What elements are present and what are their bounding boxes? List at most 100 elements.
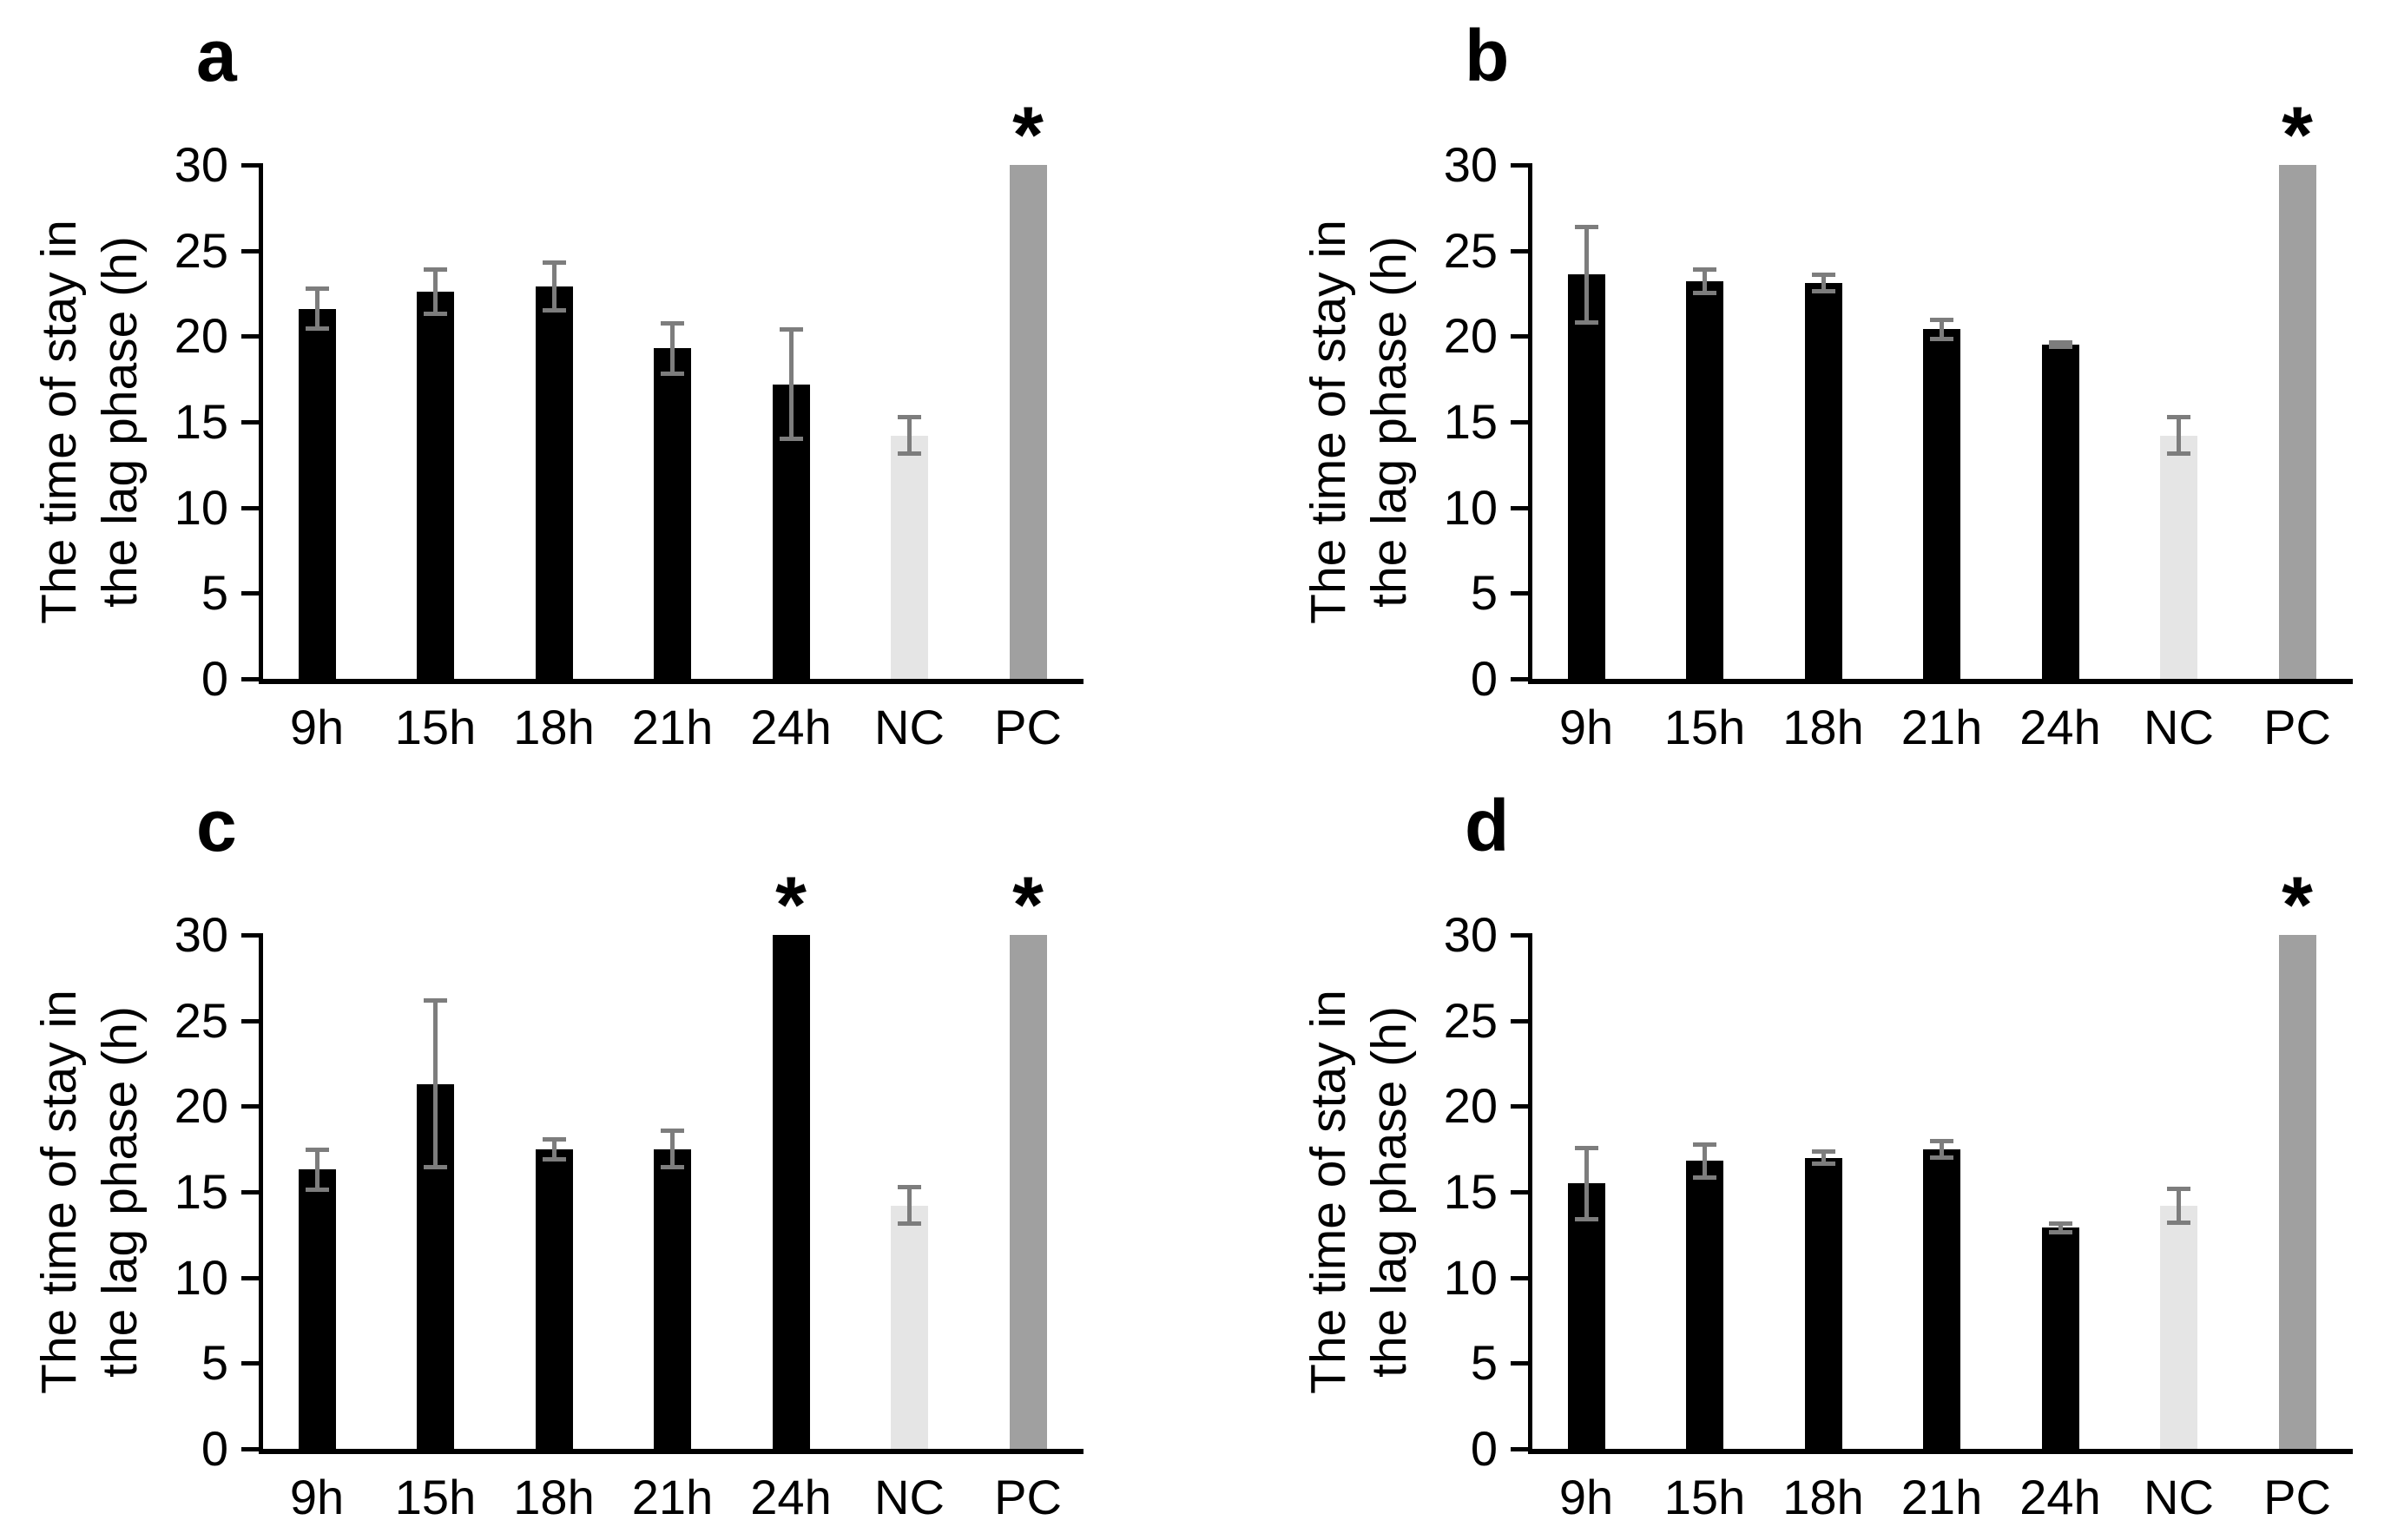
x-tick-label-9h: 9h: [1558, 1470, 1614, 1524]
y-tick-mark: [1511, 1018, 1532, 1023]
bar-9h: [298, 308, 336, 679]
bar-pc: [2278, 935, 2316, 1449]
error-bar-line: [551, 262, 557, 311]
panel-letter: d: [1465, 785, 1510, 866]
bar-pc: [1009, 165, 1047, 679]
y-tick-label: 25: [1443, 222, 1498, 278]
x-tick-label-pc: PC: [2263, 1470, 2331, 1524]
bar-21h: [1923, 1148, 1960, 1449]
x-tick-label-24h: 24h: [2019, 1470, 2101, 1524]
y-tick-mark: [241, 248, 263, 253]
x-tick-label-15h: 15h: [394, 700, 477, 754]
y-tick-mark: [1511, 933, 1532, 938]
bar-18h: [1804, 283, 1842, 679]
y-tick-mark: [241, 591, 263, 596]
y-tick-mark: [1511, 163, 1532, 168]
error-bar-line: [1584, 227, 1589, 323]
x-tick-label-nc: NC: [874, 1470, 945, 1524]
error-bar-cap-top: [2167, 415, 2190, 420]
error-bar-cap-bottom: [779, 436, 803, 441]
plot-area: 0 5 10 15 20 25 30 9h 15h 18h 21h 24h NC PC *: [1444, 95, 2353, 754]
x-tick-label-9h: 9h: [1558, 700, 1614, 754]
error-bar-cap-bottom: [1811, 1162, 1835, 1167]
bar-24h: [2041, 345, 2079, 679]
y-tick-label: 5: [1470, 565, 1498, 621]
error-bar-cap-bottom: [1574, 1216, 1598, 1221]
error-bar-line: [670, 322, 675, 374]
error-bar-cap-top: [1693, 1142, 1716, 1147]
plot-area: 0 5 10 15 20 25 30 9h 15h 18h 21h 24h NC PC *: [175, 95, 1084, 754]
error-bar-cap-top: [305, 1147, 329, 1152]
error-bar-cap-top: [424, 267, 447, 273]
bar-15h: [1686, 281, 1723, 679]
panel-letter: b: [1465, 15, 1510, 96]
y-axis-label-line1: The time of stay in: [31, 990, 87, 1394]
y-tick-label: 20: [1443, 308, 1498, 364]
y-tick-label: 30: [1443, 137, 1498, 192]
error-bar-cap-top: [1811, 1148, 1835, 1154]
x-tick-label-9h: 9h: [289, 1470, 345, 1524]
panel-letter: c: [196, 785, 237, 866]
bar-24h: [772, 935, 810, 1449]
y-tick-label: 20: [174, 308, 228, 364]
y-tick-label: 0: [1470, 651, 1498, 706]
plot-area: 0 5 10 15 20 25 30 9h 15h 18h 21h 24h NC PC *: [1444, 865, 2353, 1524]
y-tick-mark: [1511, 1104, 1532, 1109]
bar-9h: [1567, 1183, 1605, 1449]
x-tick-label-9h: 9h: [289, 700, 345, 754]
x-tick-label-pc: PC: [994, 1470, 1062, 1524]
error-bar-line: [433, 999, 438, 1168]
error-bar-line: [433, 269, 438, 314]
error-bar-cap-bottom: [898, 1221, 921, 1227]
error-bar-cap-top: [2048, 340, 2072, 346]
x-tick-label-pc: PC: [2263, 700, 2331, 754]
error-bar-line: [1940, 1140, 1944, 1158]
bar-pc: [1009, 935, 1047, 1449]
error-bar-cap-top: [305, 286, 329, 292]
panel-d: d The time of stay in the lag phase (h) …: [1196, 770, 2391, 1540]
error-bar-line: [1821, 274, 1826, 292]
error-bar-cap-bottom: [1574, 319, 1598, 325]
error-bar-line: [1584, 1147, 1589, 1220]
error-bar-line: [907, 417, 912, 455]
error-bar-line: [2177, 417, 2181, 455]
y-tick-mark: [1511, 1190, 1532, 1194]
y-tick-mark: [241, 1275, 263, 1280]
significance-asterisk: *: [1012, 861, 1044, 950]
y-tick-label: 10: [1443, 1249, 1498, 1305]
error-bar-line: [314, 1148, 319, 1191]
error-bar-cap-top: [661, 1128, 684, 1133]
error-bar-line: [314, 288, 319, 330]
error-bar-cap-bottom: [542, 1156, 566, 1162]
error-bar-line: [670, 1129, 675, 1168]
significance-asterisk: *: [775, 861, 807, 950]
error-bar-cap-top: [542, 1136, 566, 1142]
error-bar-cap-bottom: [424, 1165, 447, 1170]
panel-b: b The time of stay in the lag phase (h) …: [1196, 0, 2391, 770]
bar-9h: [1567, 274, 1605, 679]
y-tick-mark: [1511, 1447, 1532, 1451]
error-bar-cap-bottom: [2167, 1220, 2190, 1225]
y-tick-mark: [241, 505, 263, 510]
y-axis-label-line1: The time of stay in: [1301, 220, 1356, 624]
y-tick-mark: [1511, 420, 1532, 424]
panel-c: c The time of stay in the lag phase (h) …: [0, 770, 1196, 1540]
x-tick-label-21h: 21h: [631, 700, 714, 754]
significance-asterisk: *: [1012, 91, 1044, 180]
error-bar-line: [2177, 1188, 2181, 1223]
y-tick-label: 25: [174, 222, 228, 278]
bar-nc: [2160, 1205, 2197, 1449]
y-axis-label-line1: The time of stay in: [1301, 990, 1356, 1394]
x-tick-label-15h: 15h: [1663, 700, 1746, 754]
x-tick-label-21h: 21h: [1900, 1470, 1983, 1524]
x-tick-label-24h: 24h: [750, 1470, 832, 1524]
y-tick-mark: [241, 334, 263, 339]
bar-18h: [535, 1148, 573, 1449]
error-bar-cap-bottom: [2048, 345, 2072, 350]
bar-15h: [1686, 1161, 1723, 1449]
error-bar-cap-top: [898, 1185, 921, 1190]
error-bar-cap-bottom: [1930, 1155, 1953, 1160]
y-tick-label: 15: [1443, 1164, 1498, 1219]
error-bar-line: [1940, 319, 1944, 340]
